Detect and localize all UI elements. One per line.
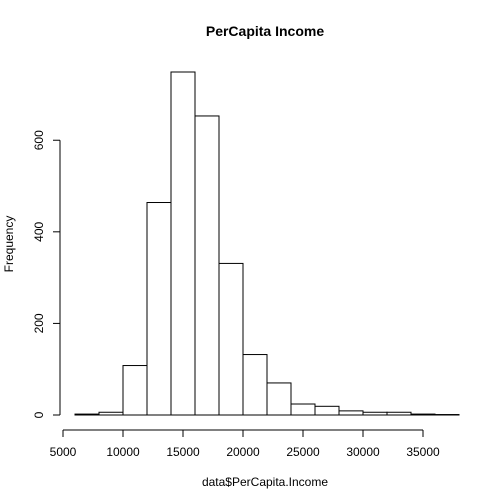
y-tick-label: 600 (32, 130, 46, 150)
y-axis: 0 200 400 600 (32, 130, 61, 418)
histogram-bar (218, 262, 244, 416)
histogram-bar (194, 115, 220, 416)
x-axis-label: data$PerCapita.Income (202, 475, 328, 489)
bars-group (74, 71, 460, 416)
x-tick-label: 20000 (226, 445, 260, 459)
histogram-bar (242, 354, 268, 416)
x-tick-label: 5000 (50, 445, 77, 459)
histogram-bar (290, 403, 316, 416)
y-tick-label: 200 (32, 313, 46, 333)
histogram-bar (146, 202, 172, 416)
y-tick-label: 400 (32, 221, 46, 241)
x-tick-label: 35000 (406, 445, 440, 459)
y-axis-label: Frequency (2, 216, 16, 273)
histogram-bar (386, 411, 412, 416)
histogram-bar (122, 365, 148, 416)
x-tick-label: 30000 (346, 445, 380, 459)
histogram-bar (170, 71, 196, 416)
histogram-bar (266, 382, 292, 416)
histogram-bar (98, 411, 124, 416)
x-tick-label: 15000 (166, 445, 200, 459)
x-axis: 5000 10000 15000 20000 25000 30000 35000 (50, 429, 440, 459)
histogram-bar (410, 413, 436, 416)
x-tick-label: 25000 (286, 445, 320, 459)
histogram-bar (74, 413, 100, 416)
histogram-bar (362, 411, 388, 416)
chart-title: PerCapita Income (206, 23, 324, 39)
x-tick-label: 10000 (106, 445, 140, 459)
y-tick-label: 0 (32, 411, 46, 418)
histogram-bar (338, 410, 364, 416)
histogram-bar (314, 405, 340, 416)
